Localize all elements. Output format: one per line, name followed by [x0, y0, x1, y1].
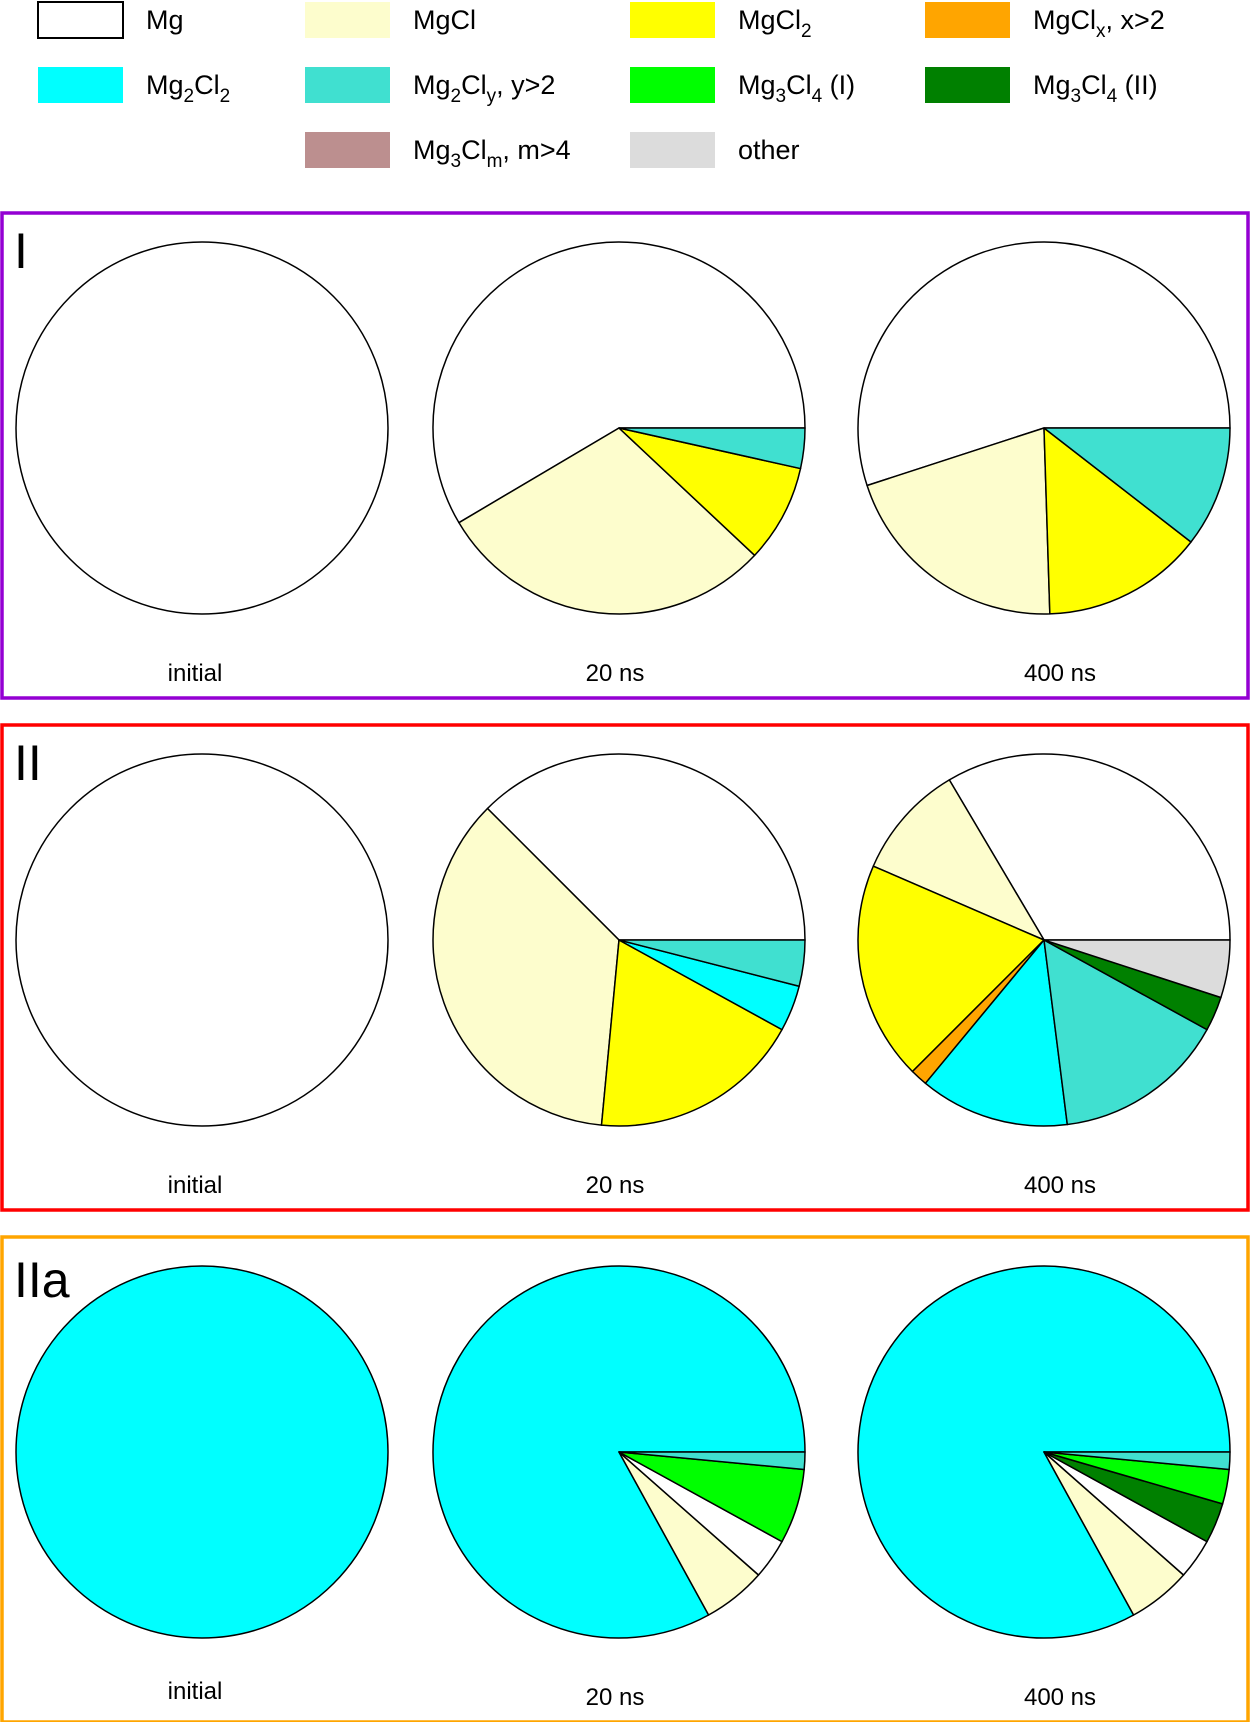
pie-label: 400 ns: [1024, 660, 1096, 687]
legend-swatch: [630, 67, 715, 103]
pie-I-0: initial: [15, 241, 389, 687]
pie-slice-MgCl: [866, 427, 1051, 615]
pie-slice-MgCl2: [857, 865, 1045, 1073]
legend-swatch: [630, 132, 715, 168]
pie-I-2: 400 ns: [857, 241, 1231, 687]
pie-label: 20 ns: [586, 1172, 645, 1199]
panel-II: II initial 20 ns 400 ns: [0, 723, 1250, 1212]
pie-slice-Mg: [15, 753, 389, 1127]
pie-slice-MgCl2: [618, 427, 802, 557]
pie-label: initial: [168, 1172, 223, 1199]
legend-swatch: [305, 67, 390, 103]
pie-I-1: 20 ns: [432, 241, 806, 687]
legend-swatch: [630, 2, 715, 38]
legend: Mg MgCl MgCl2 MgClx, x>2 Mg2Cl2 Mg2Cly, y>2 Mg…: [37, 1, 1165, 172]
legend-swatch: [37, 1, 124, 39]
pie-slice-Mg2Cly: [1043, 1451, 1231, 1471]
pie-label: initial: [168, 1678, 223, 1705]
pie-label: 400 ns: [1024, 1172, 1096, 1199]
legend-swatch: [38, 67, 123, 103]
panel-border: [0, 211, 1250, 700]
legend-swatch: [925, 2, 1010, 38]
pie-slice-Mg2Cl2: [15, 1265, 389, 1639]
pie-II-0: initial: [15, 753, 389, 1199]
legend-item-MgCl2: MgCl2: [630, 2, 812, 42]
pie-II-1: 20 ns: [432, 753, 806, 1199]
pie-IIa-2: 400 ns: [857, 1265, 1231, 1711]
legend-swatch: [925, 67, 1010, 103]
panel-label: IIa: [14, 1252, 70, 1308]
pie-slice-Mg: [432, 241, 806, 524]
pie-slice-Mg2Cly: [1043, 427, 1231, 543]
legend-swatch: [305, 132, 390, 168]
pie-IIa-1: 20 ns: [432, 1265, 806, 1711]
legend-label: other: [738, 135, 800, 165]
pie-slice-Mg2Cly: [618, 427, 806, 470]
legend-item-other: other: [630, 132, 800, 168]
pie-II-2: 400 ns: [857, 753, 1231, 1199]
pie-slice-MgCl: [458, 427, 756, 615]
pie-label: 20 ns: [586, 1684, 645, 1711]
pie-slice-Mg2Cly: [1043, 939, 1208, 1126]
legend-label: Mg3Clm, m>4: [413, 135, 571, 172]
pie-slice-other: [1043, 939, 1231, 999]
legend-item-MgClx: MgClx, x>2: [925, 2, 1165, 42]
legend-label: MgClx, x>2: [1033, 5, 1165, 42]
pie-slice-Mg: [857, 241, 1231, 487]
legend-label: MgCl: [413, 5, 476, 35]
panel-border: [0, 1235, 1250, 1722]
pie-IIa-0: initial: [15, 1265, 389, 1705]
legend-item-Mg: Mg: [37, 1, 184, 39]
panel-label: I: [14, 223, 28, 279]
pie-slice-MgCl: [432, 807, 620, 1126]
pie-slice-MgCl2: [1043, 427, 1192, 615]
pie-slice-Mg2Cl2: [924, 939, 1069, 1127]
legend-item-Mg2Cly: Mg2Cly, y>2: [305, 67, 555, 107]
panel-IIa: IIa initial 20 ns 400 ns: [0, 1235, 1250, 1722]
pie-slice-Mg2Cly: [618, 939, 806, 988]
legend-swatch: [305, 2, 390, 38]
legend-label: Mg2Cl2: [146, 70, 230, 107]
legend-label: Mg3Cl4 (I): [738, 70, 855, 107]
legend-item-MgCl: MgCl: [305, 2, 476, 38]
pie-label: 20 ns: [586, 660, 645, 687]
legend-item-Mg3Clm: Mg3Clm, m>4: [305, 132, 571, 172]
pie-slice-MgCl: [872, 779, 1045, 941]
pie-slice-Mg: [15, 241, 389, 615]
legend-label: Mg3Cl4 (II): [1033, 70, 1158, 107]
legend-label: Mg2Cly, y>2: [413, 70, 555, 107]
panel-label: II: [14, 735, 42, 791]
pie-slice-Mg2Cly: [618, 1451, 806, 1471]
legend-item-Mg3Cl4II: Mg3Cl4 (II): [925, 67, 1158, 107]
pie-slice-Mg: [948, 753, 1231, 941]
panel-border: [0, 723, 1250, 1212]
legend-item-Mg2Cl2: Mg2Cl2: [38, 67, 230, 107]
legend-label: MgCl2: [738, 5, 812, 42]
pie-label: 400 ns: [1024, 1684, 1096, 1711]
legend-item-Mg3Cl4I: Mg3Cl4 (I): [630, 67, 855, 107]
legend-label: Mg: [146, 5, 184, 35]
pie-slice-MgCl2: [600, 939, 783, 1127]
pie-label: initial: [168, 660, 223, 687]
pie-slice-Mg: [486, 753, 806, 941]
